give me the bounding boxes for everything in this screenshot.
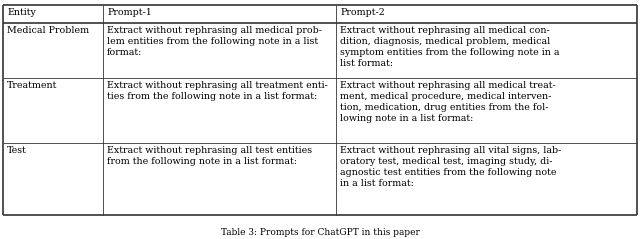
- Text: Prompt-1: Prompt-1: [107, 8, 152, 17]
- Text: Table 3: Prompts for ChatGPT in this paper: Table 3: Prompts for ChatGPT in this pap…: [221, 228, 419, 237]
- Text: Test: Test: [7, 146, 27, 155]
- Text: Extract without rephrasing all medical treat-
ment, medical procedure, medical i: Extract without rephrasing all medical t…: [340, 81, 556, 123]
- Text: Prompt-2: Prompt-2: [340, 8, 385, 17]
- Text: Extract without rephrasing all medical prob-
lem entities from the following not: Extract without rephrasing all medical p…: [107, 26, 322, 57]
- Text: Extract without rephrasing all treatment enti-
ties from the following note in a: Extract without rephrasing all treatment…: [107, 81, 328, 101]
- Text: Medical Problem: Medical Problem: [7, 26, 89, 35]
- Text: Extract without rephrasing all vital signs, lab-
oratory test, medical test, ima: Extract without rephrasing all vital sig…: [340, 146, 562, 188]
- Text: Extract without rephrasing all test entities
from the following note in a list f: Extract without rephrasing all test enti…: [107, 146, 312, 166]
- Text: Extract without rephrasing all medical con-
dition, diagnosis, medical problem, : Extract without rephrasing all medical c…: [340, 26, 560, 68]
- Text: Treatment: Treatment: [7, 81, 58, 90]
- Text: Entity: Entity: [7, 8, 36, 17]
